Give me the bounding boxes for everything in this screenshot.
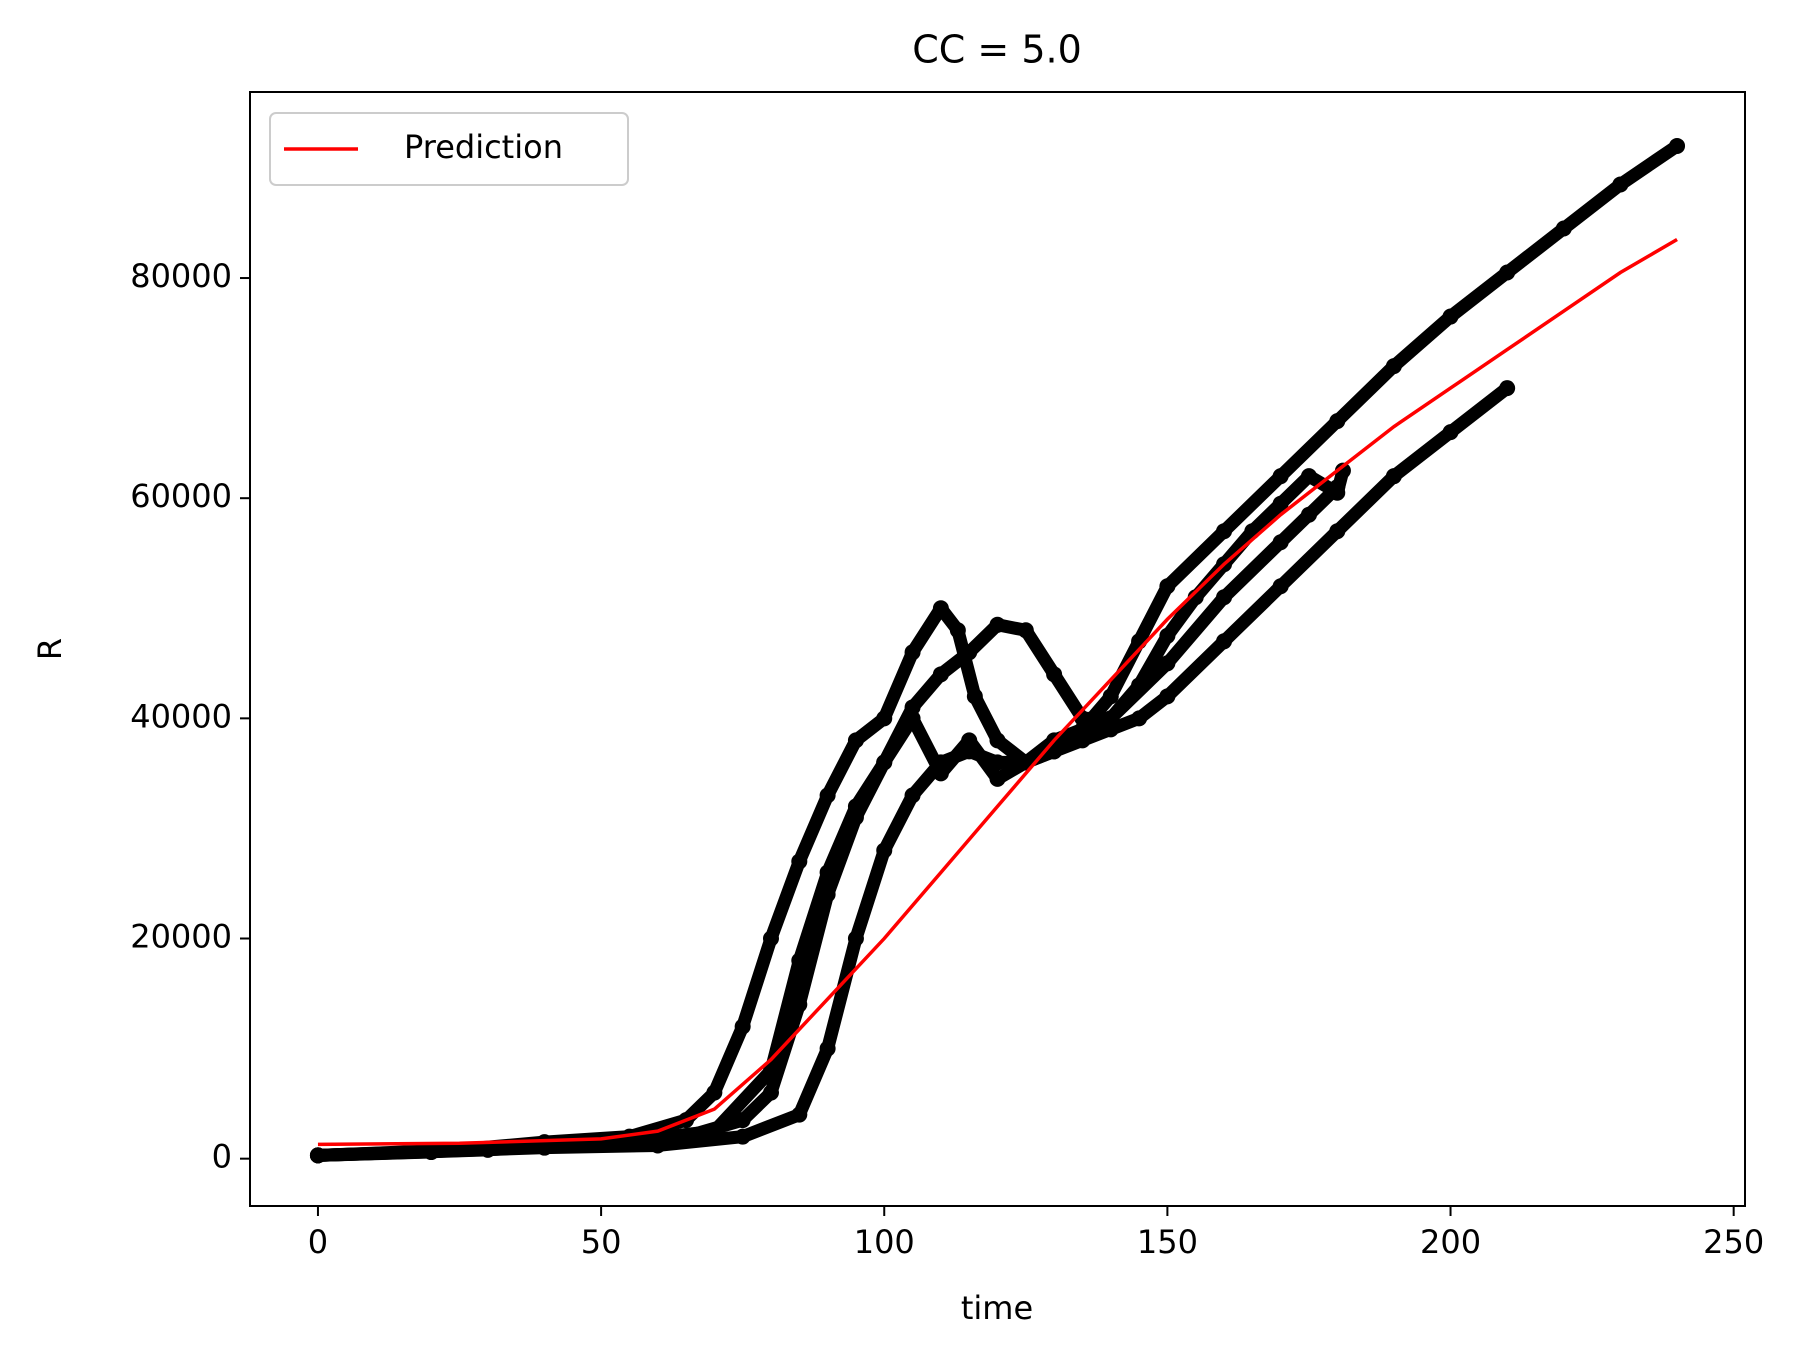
y-tick-label: 0 — [212, 1138, 232, 1176]
scatter-point — [1159, 578, 1176, 595]
scatter-point — [819, 1040, 836, 1057]
y-tick-label: 60000 — [130, 477, 232, 515]
scatter-point — [1334, 462, 1351, 479]
scatter-point — [1385, 468, 1402, 485]
scatter-point — [932, 765, 949, 782]
scatter-point — [1272, 468, 1289, 485]
legend-box — [269, 112, 629, 186]
y-tick-label: 20000 — [130, 918, 232, 956]
x-tick-label: 200 — [1420, 1223, 1481, 1261]
scatter-point — [1216, 633, 1233, 650]
scatter-point — [762, 930, 779, 947]
scatter-point — [1102, 710, 1119, 727]
scatter-point — [1159, 655, 1176, 672]
scatter-point — [961, 732, 978, 749]
scatter-point — [847, 798, 864, 815]
legend-label: Prediction — [404, 128, 563, 166]
scatter-point — [876, 754, 893, 771]
scatter-point — [1555, 220, 1572, 237]
scatter-point — [876, 710, 893, 727]
scatter-point — [1102, 688, 1119, 705]
scatter-point — [1131, 710, 1148, 727]
scatter-point — [762, 1062, 779, 1079]
scatter-point — [1272, 495, 1289, 512]
scatter-point — [706, 1084, 723, 1101]
scatter-point — [1046, 666, 1063, 683]
scatter-point — [904, 699, 921, 716]
scatter-point — [791, 952, 808, 969]
x-tick-label: 150 — [1137, 1223, 1198, 1261]
scatter-point — [1499, 380, 1516, 397]
scatter-point — [904, 710, 921, 727]
scatter-point — [1300, 468, 1317, 485]
scatter-point — [309, 1147, 326, 1164]
x-tick-label: 0 — [308, 1223, 328, 1261]
scatter-point — [1216, 523, 1233, 540]
scatter-point — [1329, 413, 1346, 430]
scatter-point — [1159, 688, 1176, 705]
scatter-point — [932, 666, 949, 683]
scatter-point — [966, 688, 983, 705]
scatter-point — [904, 644, 921, 661]
scatter-point — [762, 1084, 779, 1101]
scatter-point — [819, 787, 836, 804]
plot-area — [309, 137, 1686, 1164]
scatter-band — [311, 139, 1684, 1162]
y-tick-label: 80000 — [130, 257, 232, 295]
scatter-point — [1669, 137, 1686, 154]
scatter-point — [989, 732, 1006, 749]
scatter-point — [949, 622, 966, 639]
scatter-point — [1612, 176, 1629, 193]
y-axis-label: R — [31, 638, 69, 660]
scatter-point — [1499, 264, 1516, 281]
line — [317, 237, 1678, 1147]
scatter-point — [1300, 506, 1317, 523]
scatter-point — [791, 1106, 808, 1123]
scatter-point — [904, 787, 921, 804]
scatter-point — [989, 616, 1006, 633]
x-tick-label: 50 — [581, 1223, 622, 1261]
scatter-point — [847, 732, 864, 749]
scatter-point — [819, 864, 836, 881]
scatter-band — [311, 381, 1514, 1162]
scatter-point — [847, 930, 864, 947]
scatter-point — [1442, 424, 1459, 441]
scatter-point — [1272, 534, 1289, 551]
scatter-point — [706, 1123, 723, 1140]
scatter-point — [1159, 627, 1176, 644]
scatter-point — [961, 644, 978, 661]
scatter-point — [876, 842, 893, 859]
axes-frame — [249, 91, 1746, 1207]
scatter-point — [932, 600, 949, 617]
x-axis-label: time — [961, 1289, 1033, 1327]
scatter-point — [734, 1112, 751, 1129]
scatter-point — [791, 853, 808, 870]
scatter-point — [1329, 479, 1346, 496]
scatter-point — [1017, 622, 1034, 639]
x-tick-label: 250 — [1703, 1223, 1764, 1261]
scatter-point — [1385, 358, 1402, 375]
scatter-point — [1272, 578, 1289, 595]
scatter-point — [989, 770, 1006, 787]
x-tick-label: 100 — [854, 1223, 915, 1261]
scatter-point — [1216, 589, 1233, 606]
chart-title: CC = 5.0 — [912, 28, 1082, 72]
scatter-point — [1442, 308, 1459, 325]
scatter-point — [734, 1128, 751, 1145]
scatter-point — [1329, 523, 1346, 540]
scatter-point — [734, 1018, 751, 1035]
y-tick-label: 40000 — [130, 697, 232, 735]
